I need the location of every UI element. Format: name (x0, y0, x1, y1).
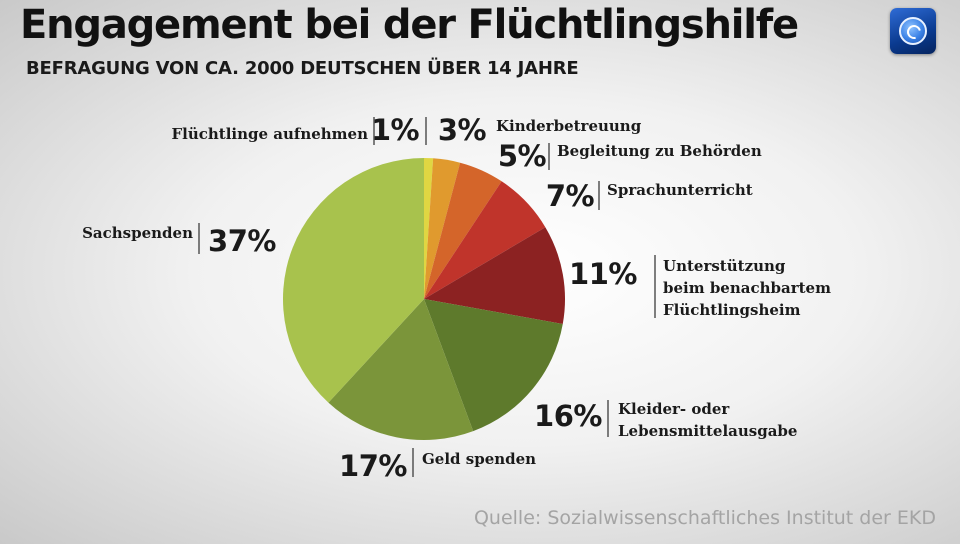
slice-category-label: Flüchtlinge aufnehmen (171, 125, 368, 143)
pie-slice (424, 162, 502, 299)
slice-percent-label: 3% (438, 113, 487, 147)
slice-category-label: Lebensmittelausgabe (618, 422, 797, 440)
pie-slice (424, 158, 434, 299)
chart-title: Engagement bei der Flüchtlingshilfe (20, 2, 799, 48)
slice-category-label: Geld spenden (422, 450, 536, 468)
pie-slice (328, 299, 474, 441)
pie-slice (282, 157, 424, 403)
slice-category-label: Kleider- oder (618, 400, 730, 418)
pie-slice (424, 158, 461, 299)
slice-percent-label: 11% (569, 257, 637, 291)
slice-category-label: Sachspenden (82, 224, 193, 242)
slice-percent-label: 17% (339, 449, 407, 483)
tagesschau-globe-icon (890, 8, 936, 54)
slice-category-label: Flüchtlingsheim (663, 301, 801, 319)
source-note: Quelle: Sozialwissenschaftliches Institu… (473, 507, 936, 529)
slice-category-label: Kinderbetreuung (496, 117, 642, 135)
chart-subtitle: BEFRAGUNG VON CA. 2000 DEUTSCHEN ÜBER 14… (26, 58, 579, 79)
slice-category-label: Sprachunterricht (607, 181, 753, 199)
pie-slice (424, 227, 565, 324)
slice-percent-label: 7% (546, 179, 595, 213)
slice-category-label: Begleitung zu Behörden (557, 142, 762, 160)
pie-slice (424, 299, 563, 432)
slice-percent-label: 1% (371, 113, 420, 147)
slice-category-label: beim benachbartem (663, 279, 831, 297)
slice-percent-label: 37% (208, 224, 276, 258)
slice-percent-label: 16% (534, 399, 602, 433)
pie-slice (424, 181, 546, 299)
slice-category-label: Unterstützung (663, 257, 786, 275)
slice-percent-label: 5% (498, 139, 547, 173)
